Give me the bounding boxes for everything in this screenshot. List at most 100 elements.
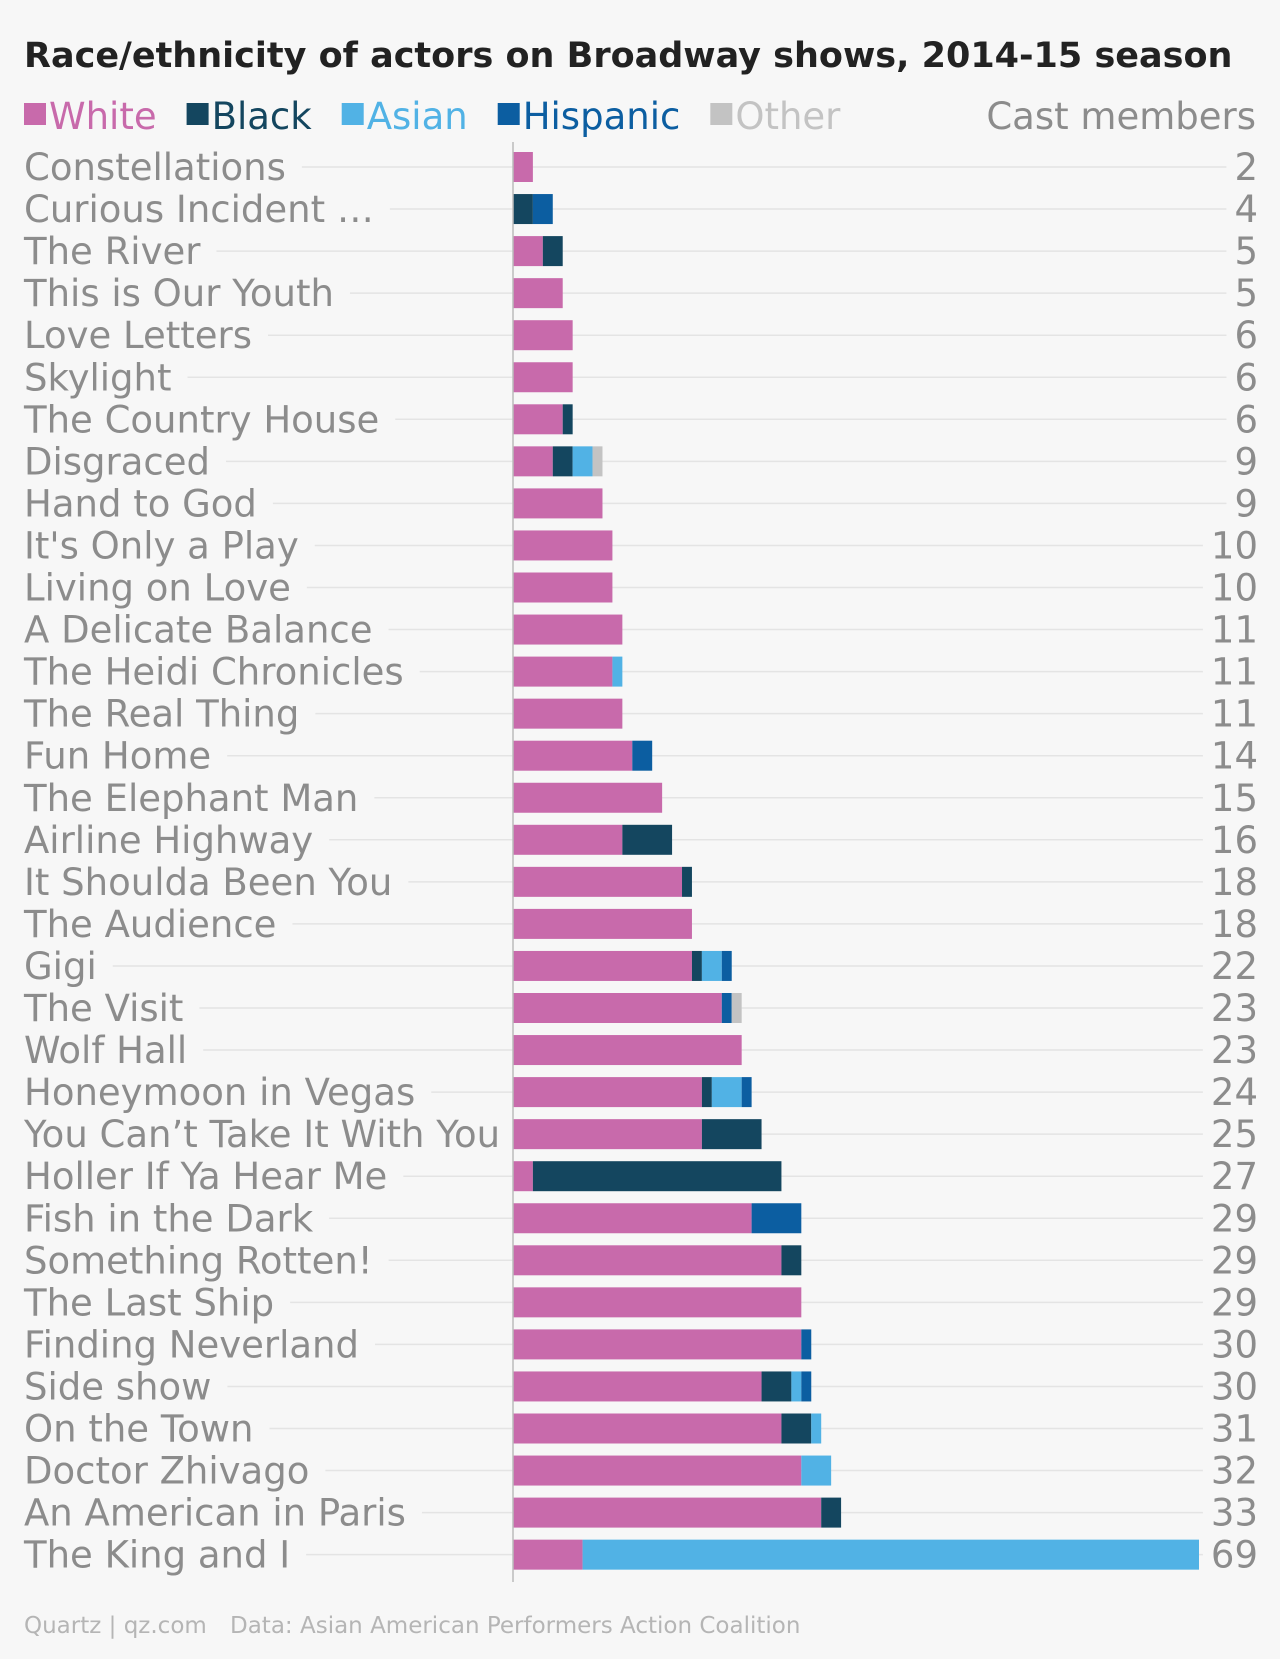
legend-swatch-black [186, 103, 209, 125]
category-label: It's Only a Play [24, 524, 299, 567]
category-label: An American in Paris [24, 1492, 406, 1535]
bar-segment-black [513, 194, 533, 225]
category-label: The Country House [23, 398, 379, 441]
cast-count-label: 6 [1234, 398, 1258, 441]
bar-row-skylight: Skylight 6 [24, 356, 1258, 399]
bar-row-the-last-ship: The Last Ship 29 [23, 1281, 1258, 1324]
category-label: Hand to God [24, 482, 257, 525]
bar-segment-white [513, 1287, 802, 1318]
cast-count-label: 30 [1211, 1365, 1258, 1408]
bar-segment-white [513, 1371, 762, 1402]
bar-segment-black [682, 866, 692, 897]
bar-row-you-can-t-take-it-with-you: You Can’t Take It With You 25 [23, 1113, 1258, 1156]
bar-row-the-real-thing: The Real Thing 11 [23, 693, 1258, 736]
bar-row-the-audience: The Audience 18 [23, 903, 1258, 946]
category-label: Airline Highway [24, 819, 313, 862]
bar-segment-black [821, 1497, 842, 1528]
bar-row-disgraced: Disgraced 9 [24, 440, 1258, 483]
bar-segment-white [513, 488, 603, 519]
category-label: Holler If Ya Hear Me [24, 1155, 387, 1198]
bar-segment-white [513, 1161, 533, 1192]
cast-count-label: 22 [1211, 945, 1258, 988]
bar-segment-black [552, 446, 573, 477]
bar-row-constellations: Constellations 2 [24, 146, 1258, 189]
bar-segment-white [513, 362, 573, 393]
bar-segment-hispanic [801, 1371, 812, 1402]
bar-segment-hispanic [721, 993, 732, 1023]
bar-segment-white [513, 1119, 702, 1150]
bar-segment-white [513, 1329, 802, 1360]
cast-count-label: 30 [1211, 1323, 1258, 1366]
bar-segment-white [513, 993, 722, 1023]
bar-row-fish-in-the-dark: Fish in the Dark 29 [24, 1197, 1258, 1240]
bar-row-the-visit: The Visit 23 [23, 987, 1258, 1030]
bar-segment-asian [711, 1077, 742, 1108]
chart-title: Race/ethnicity of actors on Broadway sho… [24, 36, 1232, 76]
bar-segment-black [532, 1161, 782, 1192]
category-label: The Heidi Chronicles [23, 651, 404, 694]
cast-count-label: 6 [1234, 356, 1258, 399]
bar-row-wolf-hall: Wolf Hall 23 [24, 1029, 1258, 1072]
bar-segment-white [513, 1413, 782, 1444]
bar-segment-other [592, 446, 603, 477]
legend-label-hispanic: Hispanic [523, 95, 681, 138]
cast-count-label: 18 [1211, 903, 1258, 946]
bar-segment-white [513, 950, 692, 981]
bar-segment-other [731, 993, 742, 1023]
bar-segment-white [513, 320, 573, 351]
bar-row-the-heidi-chronicles: The Heidi Chronicles 11 [23, 651, 1258, 694]
category-label: The Last Ship [23, 1281, 274, 1324]
bar-row-love-letters: Love Letters 6 [24, 314, 1258, 357]
cast-count-label: 2 [1234, 146, 1258, 189]
footer-credit: Quartz | qz.com [24, 1613, 207, 1639]
bar-row-the-river: The River 5 [23, 230, 1258, 273]
bar-segment-white [513, 1035, 742, 1066]
cast-count-label: 11 [1211, 609, 1258, 652]
bar-row-hand-to-god: Hand to God 9 [24, 482, 1258, 525]
category-label: The King and I [23, 1534, 290, 1577]
bar-segment-white [513, 278, 563, 309]
cast-count-label: 25 [1211, 1113, 1258, 1156]
bar-segment-white [513, 1497, 822, 1528]
category-label: Love Letters [24, 314, 252, 357]
bar-row-a-delicate-balance: A Delicate Balance 11 [24, 609, 1258, 652]
cast-count-label: 29 [1211, 1197, 1258, 1240]
bar-row-honeymoon-in-vegas: Honeymoon in Vegas 24 [24, 1071, 1258, 1114]
cast-count-label: 10 [1211, 524, 1258, 567]
bar-row-airline-highway: Airline Highway 16 [24, 819, 1258, 862]
cast-count-label: 15 [1211, 777, 1258, 820]
bar-row-it-shoulda-been-you: It Shoulda Been You 18 [24, 861, 1258, 904]
bar-segment-white [513, 614, 623, 645]
bar-row-living-on-love: Living on Love 10 [24, 567, 1258, 610]
bar-segment-white [513, 1203, 752, 1234]
category-label: Curious Incident … [24, 188, 374, 231]
category-label: Doctor Zhivago [24, 1450, 309, 1493]
cast-count-label: 9 [1234, 482, 1258, 525]
cast-count-label: 9 [1234, 440, 1258, 483]
bar-row-it-s-only-a-play: It's Only a Play 10 [24, 524, 1258, 567]
bar-segment-black [781, 1245, 802, 1276]
bar-segment-black [701, 1119, 762, 1150]
bar-segment-hispanic [532, 194, 553, 225]
bar-segment-white [513, 572, 613, 603]
bar-segment-white [513, 404, 563, 435]
bar-row-fun-home: Fun Home 14 [24, 735, 1258, 778]
bar-segment-black [562, 404, 573, 435]
cast-members-header: Cast members [986, 95, 1256, 138]
category-label: Side show [24, 1365, 211, 1408]
legend: White Black Asian Hispanic Other [24, 95, 841, 138]
bar-row-curious-incident: Curious Incident … 4 [24, 188, 1258, 231]
legend-label-white: White [49, 95, 157, 138]
bar-segment-white [513, 152, 533, 182]
cast-count-label: 5 [1234, 272, 1258, 315]
category-label: This is Our Youth [23, 272, 334, 315]
category-label: Disgraced [24, 440, 210, 483]
category-label: Finding Neverland [24, 1323, 359, 1366]
cast-count-label: 23 [1211, 1029, 1258, 1072]
bar-segment-asian [801, 1455, 832, 1486]
footer-source: Data: Asian American Performers Action C… [230, 1613, 800, 1639]
bar-row-finding-neverland: Finding Neverland 30 [24, 1323, 1258, 1366]
bar-segment-white [513, 1539, 583, 1570]
cast-count-label: 11 [1211, 693, 1258, 736]
